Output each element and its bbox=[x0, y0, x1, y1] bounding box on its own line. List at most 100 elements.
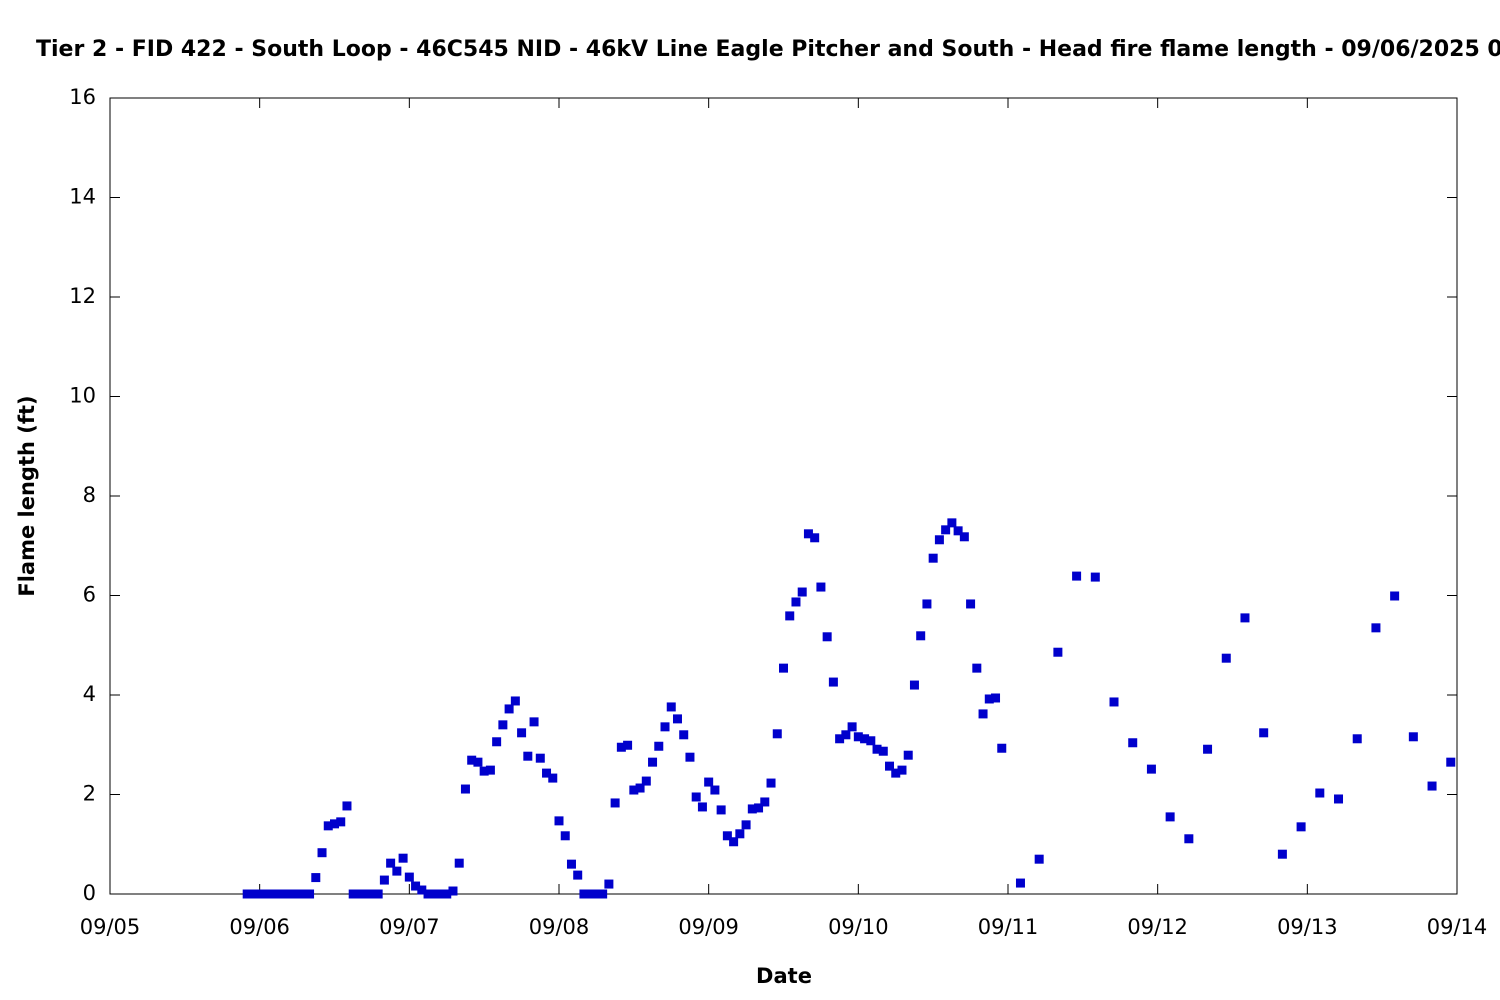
point bbox=[1240, 613, 1250, 623]
point bbox=[323, 821, 333, 831]
point bbox=[348, 889, 358, 899]
x-tick-label: 09/09 bbox=[678, 915, 739, 939]
point bbox=[1184, 834, 1194, 844]
point bbox=[311, 873, 321, 883]
point bbox=[897, 765, 907, 775]
x-tick-label: 09/08 bbox=[529, 915, 590, 939]
point bbox=[436, 889, 446, 899]
point bbox=[485, 765, 495, 775]
point bbox=[966, 599, 976, 609]
point bbox=[373, 889, 383, 899]
x-tick-label: 09/10 bbox=[828, 915, 889, 939]
point bbox=[529, 717, 539, 727]
y-tick-label: 0 bbox=[83, 881, 96, 905]
point bbox=[504, 704, 514, 714]
point bbox=[492, 737, 502, 747]
y-tick-label: 16 bbox=[69, 85, 96, 109]
point bbox=[766, 778, 776, 788]
point bbox=[1296, 822, 1306, 832]
point bbox=[885, 761, 895, 771]
point bbox=[654, 741, 664, 751]
point bbox=[909, 680, 919, 690]
point bbox=[367, 889, 377, 899]
point bbox=[442, 889, 452, 899]
x-tick-label: 09/06 bbox=[229, 915, 290, 939]
point bbox=[741, 820, 751, 830]
point bbox=[816, 582, 826, 592]
point bbox=[1109, 697, 1119, 707]
x-tick-label: 09/11 bbox=[978, 915, 1039, 939]
point bbox=[1446, 757, 1456, 767]
y-tick-label: 2 bbox=[83, 782, 96, 806]
point bbox=[947, 518, 957, 528]
point bbox=[685, 752, 695, 762]
point bbox=[616, 742, 626, 752]
point bbox=[330, 819, 339, 829]
point bbox=[1146, 764, 1156, 774]
point bbox=[916, 631, 926, 641]
point bbox=[460, 784, 470, 794]
point bbox=[797, 587, 807, 597]
point bbox=[591, 889, 601, 899]
point bbox=[953, 526, 963, 536]
point bbox=[1315, 788, 1325, 798]
point bbox=[704, 777, 714, 787]
point bbox=[903, 750, 913, 760]
x-tick-label: 09/05 bbox=[80, 915, 141, 939]
point bbox=[972, 663, 982, 673]
y-tick-label: 8 bbox=[83, 483, 96, 507]
point bbox=[560, 831, 570, 841]
point bbox=[803, 529, 813, 539]
point bbox=[891, 768, 901, 778]
point bbox=[479, 766, 489, 776]
point bbox=[991, 693, 1001, 703]
point bbox=[997, 743, 1007, 753]
point bbox=[610, 798, 620, 808]
point bbox=[448, 886, 458, 896]
point bbox=[635, 783, 645, 793]
point bbox=[554, 816, 564, 826]
point bbox=[810, 533, 820, 543]
point bbox=[286, 889, 296, 899]
point bbox=[573, 870, 583, 880]
point bbox=[523, 751, 533, 761]
chart-title: Tier 2 - FID 422 - South Loop - 46C545 N… bbox=[36, 37, 1500, 62]
point bbox=[629, 785, 639, 795]
point bbox=[648, 757, 658, 767]
point bbox=[828, 677, 838, 687]
point bbox=[1408, 732, 1418, 742]
point bbox=[1390, 591, 1400, 601]
x-tick-label: 09/14 bbox=[1427, 915, 1488, 939]
point bbox=[566, 859, 576, 869]
point bbox=[959, 532, 969, 542]
point bbox=[928, 553, 938, 563]
point bbox=[454, 858, 464, 868]
point bbox=[1427, 781, 1437, 791]
point bbox=[1053, 647, 1063, 657]
point bbox=[429, 889, 439, 899]
point bbox=[585, 889, 595, 899]
point bbox=[623, 740, 633, 750]
point bbox=[860, 734, 870, 744]
point bbox=[542, 768, 552, 778]
point bbox=[423, 889, 433, 899]
point bbox=[660, 722, 670, 732]
point bbox=[342, 801, 352, 811]
x-tick-label: 09/07 bbox=[379, 915, 440, 939]
point bbox=[392, 866, 402, 876]
point bbox=[785, 611, 795, 621]
point bbox=[1221, 653, 1231, 663]
point bbox=[1015, 878, 1025, 888]
point bbox=[361, 889, 371, 899]
x-tick-label: 09/13 bbox=[1277, 915, 1338, 939]
point bbox=[729, 837, 739, 847]
point bbox=[498, 720, 508, 730]
point bbox=[641, 776, 651, 786]
point bbox=[791, 597, 801, 607]
point bbox=[853, 732, 863, 742]
point bbox=[273, 889, 283, 899]
point bbox=[510, 696, 520, 706]
y-tick-label: 6 bbox=[83, 583, 96, 607]
point bbox=[934, 535, 944, 545]
